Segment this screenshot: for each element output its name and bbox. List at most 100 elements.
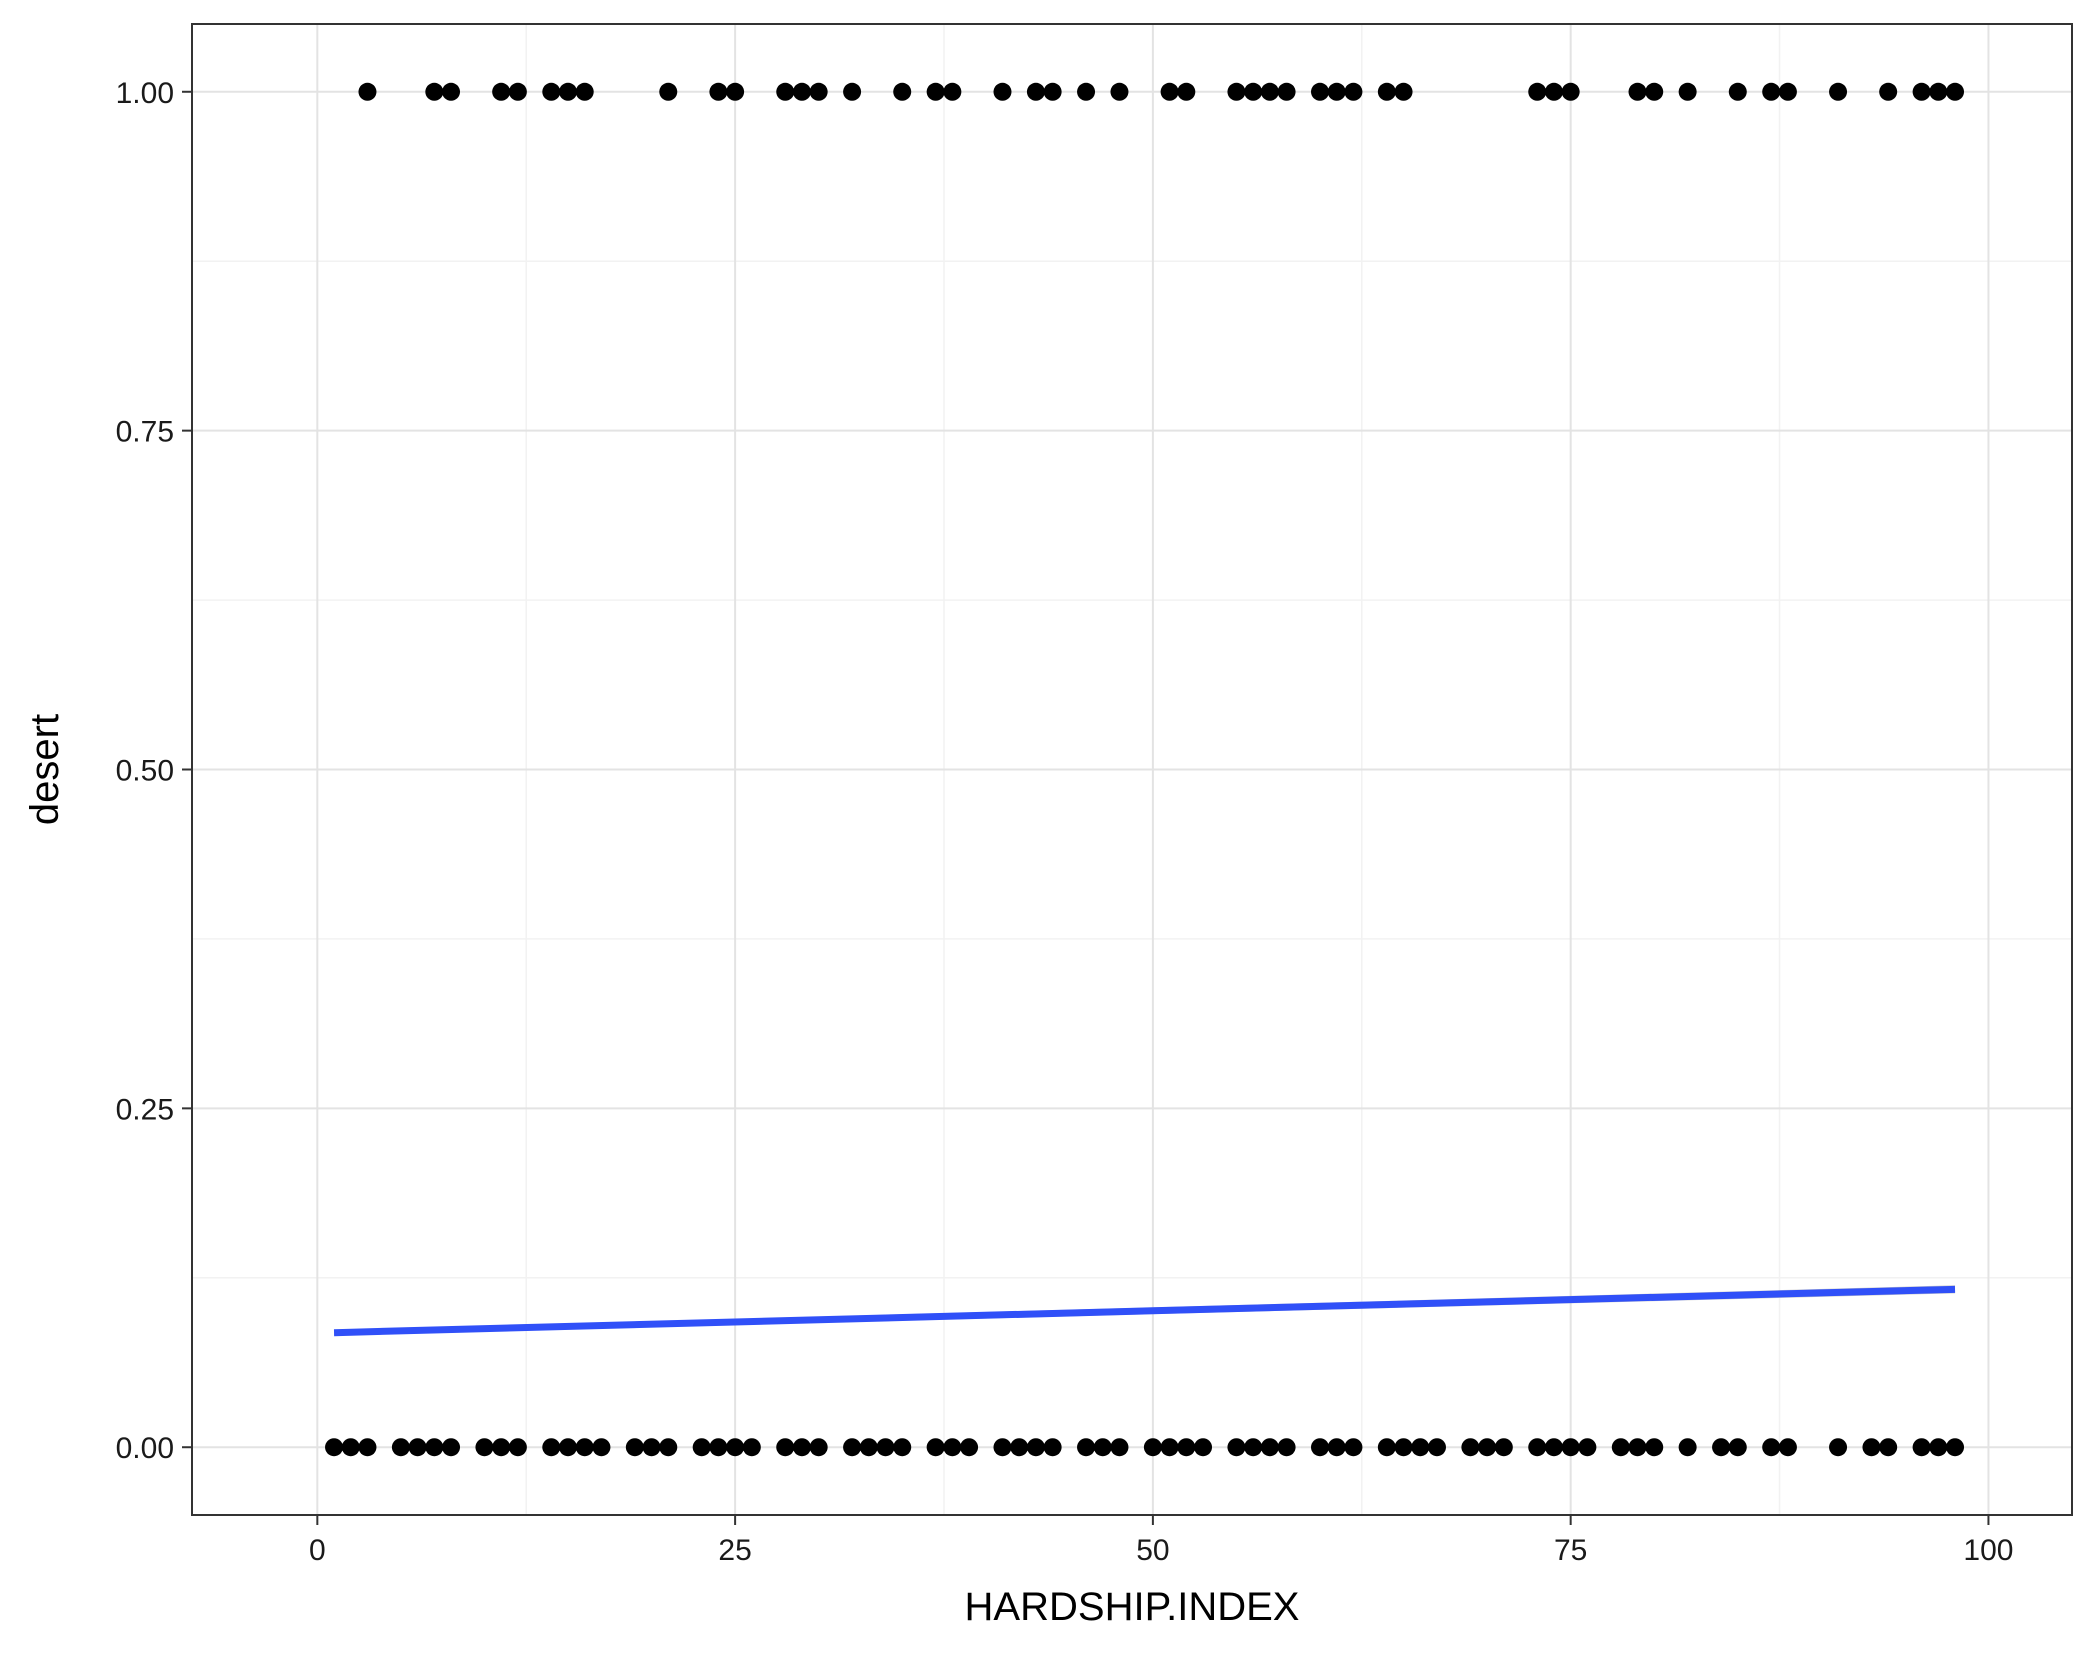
y-tick-label: 0.50: [116, 755, 174, 788]
data-point: [1478, 1438, 1497, 1457]
data-point: [1377, 82, 1396, 101]
data-point: [1327, 1438, 1346, 1457]
data-point: [1277, 1438, 1296, 1457]
data-point: [1829, 82, 1848, 101]
x-tick-label: 0: [309, 1534, 326, 1567]
data-point: [1678, 82, 1697, 101]
data-point: [1427, 1438, 1446, 1457]
data-point: [408, 1438, 427, 1457]
data-point: [492, 1438, 511, 1457]
data-point: [843, 1438, 862, 1457]
data-point: [1728, 1438, 1747, 1457]
data-point: [1929, 82, 1948, 101]
data-point: [1311, 1438, 1329, 1457]
data-point: [1645, 1438, 1664, 1457]
data-point: [1912, 1438, 1931, 1457]
data-point: [325, 1438, 344, 1457]
x-tick-label: 50: [1136, 1534, 1169, 1567]
data-point: [726, 82, 745, 101]
data-point: [1026, 1438, 1045, 1457]
data-point: [659, 1438, 678, 1457]
x-axis: 0 25 50 75 100: [309, 1515, 2013, 1567]
data-point: [1093, 1438, 1112, 1457]
data-point: [1043, 82, 1062, 101]
data-point: [1611, 1438, 1630, 1457]
data-point: [1160, 1438, 1179, 1457]
data-point: [1077, 1438, 1096, 1457]
data-point: [742, 1438, 761, 1457]
data-point: [1762, 1438, 1781, 1457]
data-point: [1160, 82, 1179, 101]
data-point: [1177, 82, 1196, 101]
data-point: [893, 1438, 912, 1457]
y-tick-label: 1.00: [116, 77, 174, 110]
data-point: [1110, 82, 1129, 101]
data-point: [1377, 1438, 1396, 1457]
data-point: [1344, 1438, 1363, 1457]
data-point: [1244, 82, 1263, 101]
data-point: [943, 82, 962, 101]
data-point: [926, 1438, 945, 1457]
data-point: [1026, 82, 1045, 101]
data-point: [876, 1438, 895, 1457]
data-point: [559, 82, 577, 101]
data-point: [1110, 1438, 1129, 1457]
data-point: [1544, 82, 1563, 101]
y-tick-label: 0.75: [116, 416, 174, 449]
data-point: [1461, 1438, 1480, 1457]
data-point: [1277, 82, 1296, 101]
data-point: [1645, 82, 1664, 101]
data-point: [1862, 1438, 1881, 1457]
data-point: [1327, 82, 1346, 101]
points-layer: [325, 82, 1965, 1457]
data-point: [475, 1438, 494, 1457]
data-point: [709, 1438, 728, 1457]
data-point: [1628, 1438, 1647, 1457]
data-point: [1762, 82, 1781, 101]
data-point: [1528, 82, 1547, 101]
data-point: [341, 1438, 360, 1457]
data-point: [642, 1438, 661, 1457]
data-point: [1561, 82, 1580, 101]
data-point: [358, 1438, 377, 1457]
data-point: [1244, 1438, 1263, 1457]
fit-line-layer: [333, 1285, 1956, 1337]
data-point: [1528, 1438, 1547, 1457]
data-point: [859, 1438, 878, 1457]
data-point: [542, 82, 561, 101]
data-point: [492, 82, 511, 101]
data-point: [893, 82, 912, 101]
data-point: [1344, 82, 1363, 101]
data-point: [1194, 1438, 1213, 1457]
y-axis-title: desert: [23, 714, 67, 825]
data-point: [1394, 1438, 1413, 1457]
data-point: [442, 82, 461, 101]
data-point: [625, 1438, 644, 1457]
y-tick-label: 0.25: [116, 1093, 174, 1126]
data-point: [1227, 82, 1246, 101]
x-tick-label: 75: [1554, 1534, 1587, 1567]
data-point: [1879, 1438, 1898, 1457]
data-point: [993, 1438, 1012, 1457]
data-point: [776, 82, 795, 101]
data-point: [1010, 1438, 1029, 1457]
data-point: [843, 82, 862, 101]
y-tick-label: 0.00: [116, 1432, 174, 1465]
data-point: [726, 1438, 745, 1457]
data-point: [792, 82, 811, 101]
data-point: [1394, 82, 1413, 101]
data-point: [709, 82, 728, 101]
data-point: [1494, 1438, 1513, 1457]
data-point: [1946, 1438, 1965, 1457]
data-point: [575, 82, 594, 101]
data-point: [1912, 82, 1931, 101]
data-point: [391, 1438, 410, 1457]
data-point: [659, 82, 678, 101]
data-point: [1879, 82, 1898, 101]
data-point: [1946, 82, 1965, 101]
data-point: [1678, 1438, 1697, 1457]
data-point: [575, 1438, 594, 1457]
data-point: [1778, 82, 1797, 101]
